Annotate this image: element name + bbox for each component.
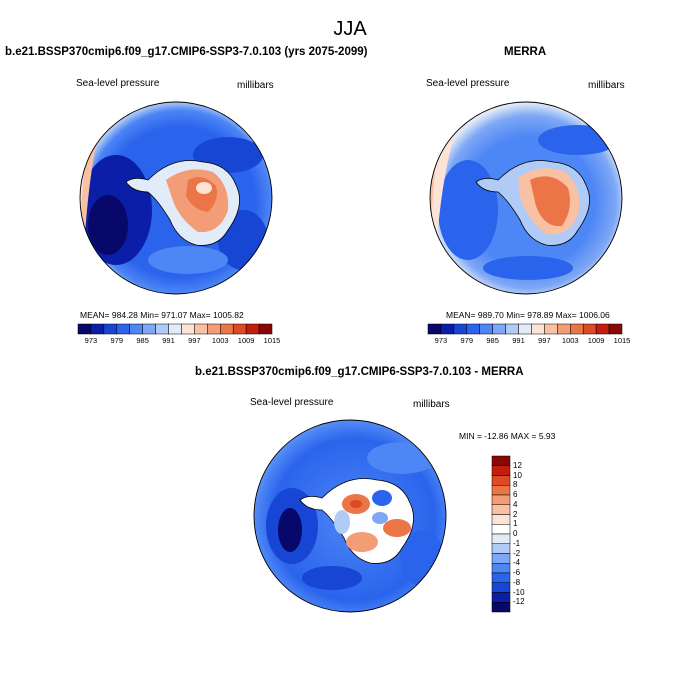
- obs-colorbar-swatch: [531, 323, 545, 335]
- diff-colorbar-swatch: [491, 533, 511, 544]
- diff-colorbar-tick-label: -12: [513, 597, 525, 607]
- model-colorbar-tick-label: 1009: [237, 336, 255, 345]
- model-colorbar-swatch: [116, 323, 130, 335]
- model-panel-title: b.e21.BSSP370cmip6.f09_g17.CMIP6-SSP3-7.…: [5, 46, 368, 58]
- obs-colorbar-swatch: [582, 323, 597, 335]
- model-colorbar-swatch: [77, 323, 92, 335]
- diff-colorbar-tick-label: -8: [513, 577, 521, 587]
- model-colorbar: [77, 323, 273, 335]
- diff-colorbar-tick-label: 8: [513, 480, 518, 490]
- diff-colorbar-tick-label: 0: [513, 529, 518, 538]
- obs-panel-title: MERRA: [504, 46, 547, 58]
- diff-colorbar-swatch: [491, 504, 511, 515]
- model-units-label: millibars: [237, 80, 274, 91]
- model-colorbar-tick-label: 991: [162, 336, 175, 345]
- obs-colorbar-tick-label: 997: [538, 336, 551, 345]
- obs-colorbar: [427, 323, 623, 335]
- obs-colorbar-swatch: [453, 323, 468, 335]
- obs-variable-label: Sea-level pressure: [426, 78, 510, 89]
- diff-colorbar-swatch: [491, 524, 511, 535]
- model-colorbar-swatch: [168, 323, 182, 335]
- model-colorbar-tick-label: 997: [188, 336, 201, 345]
- obs-stats: MEAN= 989.70 Min= 978.89 Max= 1006.06: [446, 310, 610, 320]
- diff-colorbar-tick-label: 6: [513, 490, 518, 499]
- diff-colorbar-swatch: [491, 494, 511, 505]
- model-colorbar-swatch: [245, 323, 260, 335]
- diff-colorbar-tick-label: -10: [513, 587, 525, 597]
- obs-colorbar-tick-label: 973: [434, 336, 448, 345]
- obs-colorbar-tick-label: 1009: [587, 336, 605, 345]
- obs-colorbar-swatch: [595, 323, 610, 335]
- diff-colorbar-tick-label: 10: [513, 470, 522, 480]
- diff-colorbar-tick-label: -1: [513, 538, 521, 548]
- obs-colorbar-tick-label: 1003: [561, 336, 579, 345]
- diff-colorbar-swatch: [491, 572, 511, 583]
- obs-colorbar-swatch: [518, 323, 532, 335]
- diff-minmax: MIN = -12.86 MAX = 5.93: [459, 431, 556, 441]
- diff-colorbar-swatch: [491, 592, 511, 603]
- obs-colorbar-swatch: [492, 323, 506, 335]
- diff-colorbar-swatch: [491, 602, 511, 613]
- obs-colorbar-swatch: [479, 323, 493, 335]
- model-colorbar-swatch: [142, 323, 156, 335]
- diff-colorbar-swatch: [491, 514, 511, 525]
- model-colorbar-swatch: [207, 323, 221, 335]
- diff-colorbar-tick-label: 12: [513, 460, 522, 470]
- model-colorbar-swatch: [129, 323, 143, 335]
- model-colorbar-tick-label: 979: [110, 336, 124, 345]
- diff-colorbar-swatch: [491, 485, 511, 496]
- diff-variable-label: Sea-level pressure: [250, 397, 334, 408]
- model-colorbar-swatch: [155, 323, 169, 335]
- obs-polar-map: [429, 101, 623, 295]
- model-colorbar-tick-label: 1003: [211, 336, 229, 345]
- diff-colorbar-swatch: [491, 553, 511, 564]
- diff-colorbar: [491, 455, 511, 613]
- model-colorbar-swatch: [194, 323, 208, 335]
- diff-colorbar-tick-label: 2: [513, 509, 518, 519]
- obs-colorbar-tick-label: 991: [512, 336, 525, 345]
- diff-colorbar-tick-label: -4: [513, 558, 521, 568]
- diff-panel-title: b.e21.BSSP370cmip6.f09_g17.CMIP6-SSP3-7.…: [195, 366, 524, 378]
- obs-colorbar-swatch: [557, 323, 571, 335]
- obs-colorbar-swatch: [608, 323, 623, 335]
- obs-colorbar-swatch: [505, 323, 519, 335]
- diff-colorbar-swatch: [491, 543, 511, 554]
- model-variable-label: Sea-level pressure: [76, 78, 160, 89]
- model-colorbar-swatch: [232, 323, 247, 335]
- model-colorbar-swatch: [103, 323, 118, 335]
- diff-colorbar-swatch: [491, 475, 511, 486]
- diff-colorbar-swatch: [491, 455, 511, 466]
- diff-colorbar-tick-label: 4: [513, 499, 518, 509]
- model-colorbar-swatch: [90, 323, 105, 335]
- model-colorbar-swatch: [181, 323, 195, 335]
- model-colorbar-swatch: [258, 323, 273, 335]
- obs-colorbar-swatch: [427, 323, 442, 335]
- diff-colorbar-tick-label: 1: [513, 519, 518, 529]
- obs-colorbar-swatch: [466, 323, 480, 335]
- model-colorbar-tick-label: 985: [136, 336, 149, 345]
- diff-polar-map: [253, 419, 447, 613]
- obs-colorbar-swatch: [570, 323, 584, 335]
- model-colorbar-swatch: [220, 323, 234, 335]
- model-colorbar-tick-label: 1015: [263, 336, 281, 345]
- obs-colorbar-tick-label: 1015: [613, 336, 631, 345]
- model-stats: MEAN= 984.28 Min= 971.07 Max= 1005.82: [80, 310, 244, 320]
- diff-colorbar-swatch: [491, 465, 511, 476]
- diff-colorbar-tick-label: -2: [513, 548, 521, 558]
- obs-colorbar-tick-label: 985: [486, 336, 499, 345]
- obs-colorbar-tick-label: 979: [460, 336, 474, 345]
- model-colorbar-tick-label: 973: [84, 336, 98, 345]
- figure-title: JJA: [333, 18, 367, 40]
- model-polar-map: [79, 101, 273, 295]
- diff-colorbar-tick-label: -6: [513, 568, 521, 577]
- diff-colorbar-swatch: [491, 563, 511, 574]
- obs-colorbar-swatch: [544, 323, 558, 335]
- diff-units-label: millibars: [413, 399, 450, 410]
- diff-colorbar-swatch: [491, 582, 511, 593]
- obs-colorbar-swatch: [440, 323, 455, 335]
- obs-units-label: millibars: [588, 80, 625, 91]
